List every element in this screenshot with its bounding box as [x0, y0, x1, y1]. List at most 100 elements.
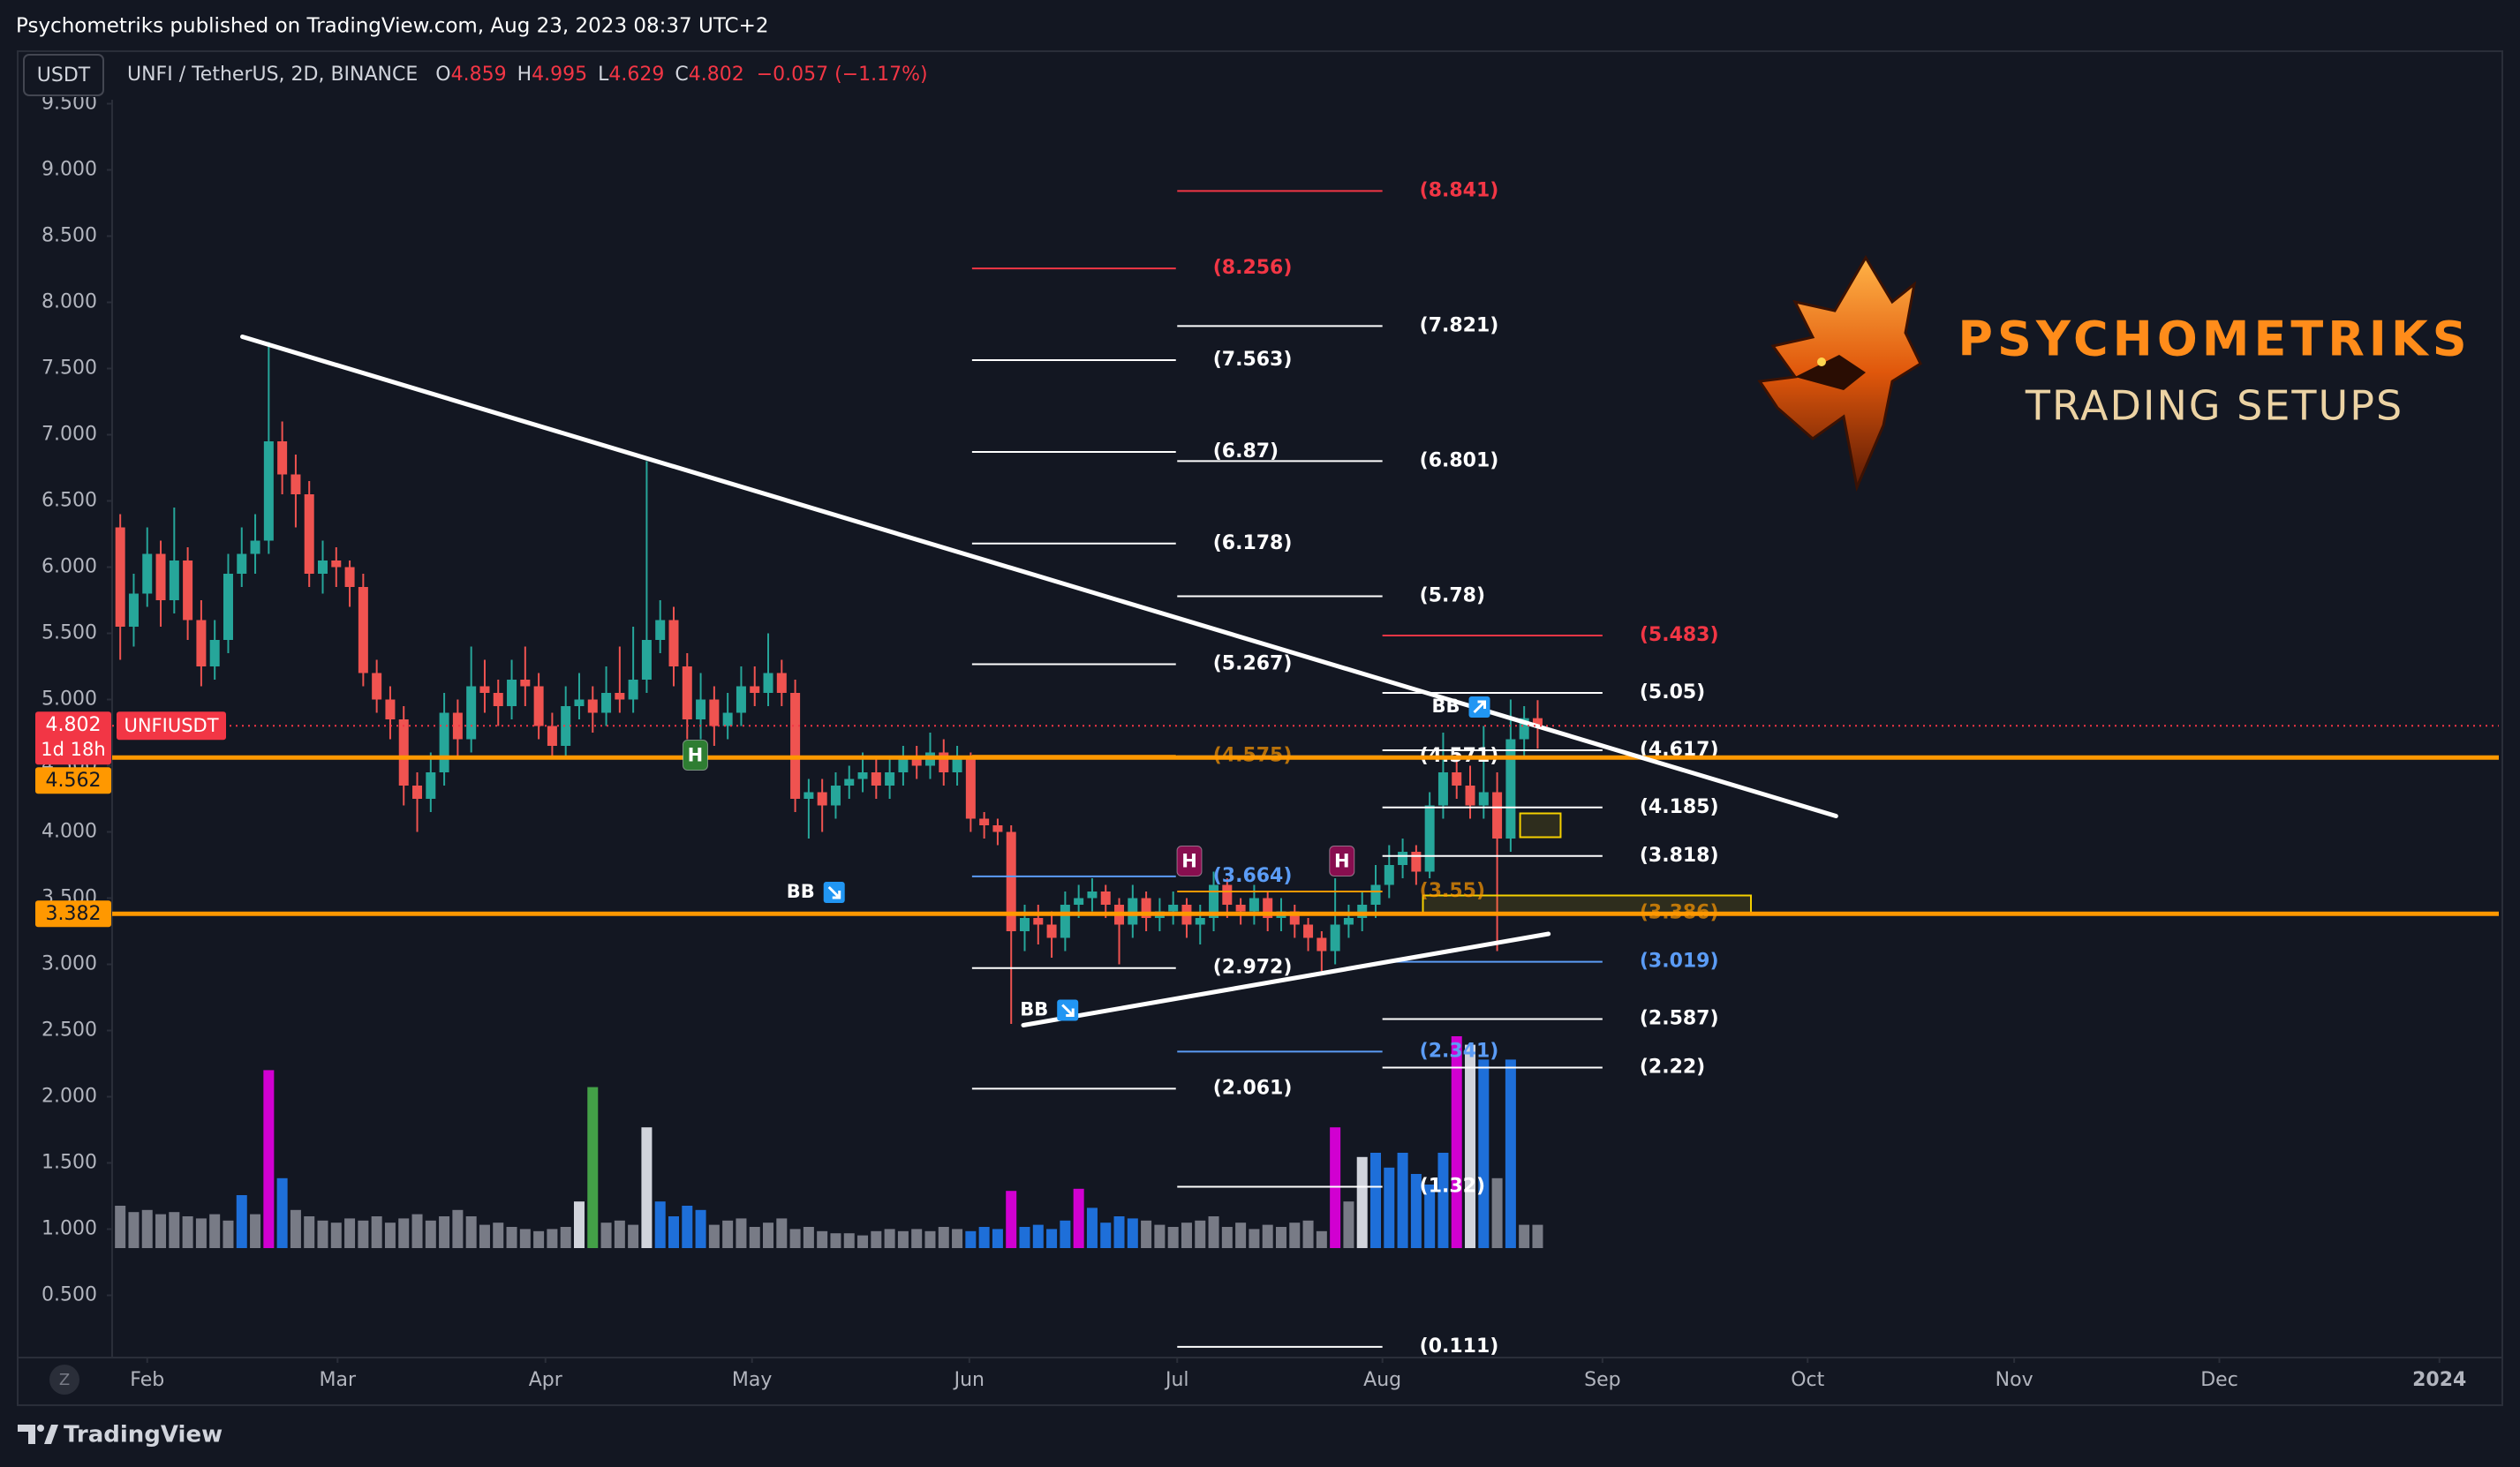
- volume-bar: [1316, 1230, 1327, 1248]
- volume-bar: [439, 1216, 450, 1248]
- volume-bar: [1208, 1216, 1219, 1248]
- volume-bar: [695, 1209, 706, 1248]
- candle-body: [628, 680, 638, 700]
- currency-button[interactable]: [23, 54, 104, 96]
- volume-bar: [1384, 1167, 1395, 1248]
- fib-label: (7.563): [1213, 349, 1293, 371]
- plot-area: (8.256)(7.563)(6.87)(6.178)(5.267)(4.575…: [112, 179, 2499, 1358]
- x-tick-label: Feb: [130, 1369, 164, 1391]
- volume-bar: [749, 1227, 760, 1248]
- candle-body: [1046, 924, 1057, 938]
- candle-body: [223, 574, 233, 640]
- fib-label: (5.267): [1213, 652, 1293, 674]
- candle-body: [479, 686, 490, 693]
- candle-body: [237, 553, 247, 574]
- volume-bar: [1451, 1036, 1462, 1248]
- volume-bar: [128, 1212, 140, 1248]
- volume-bar: [1127, 1218, 1138, 1248]
- candle-body: [1492, 792, 1503, 839]
- volume-bar: [789, 1229, 801, 1248]
- candle-body: [507, 680, 517, 706]
- volume-bar: [169, 1212, 180, 1248]
- fib-label: (6.178): [1213, 532, 1293, 554]
- candle-body: [452, 712, 463, 740]
- y-tick-label: 7.000: [41, 424, 97, 446]
- candle-body: [1006, 831, 1016, 931]
- volume-bar: [911, 1229, 923, 1248]
- candle-body: [1411, 852, 1422, 872]
- candle-body: [1263, 898, 1273, 918]
- signal-text: BB: [787, 881, 815, 902]
- level-price-box: [35, 900, 111, 928]
- y-tick-label: 8.000: [41, 291, 97, 313]
- volume-bar: [587, 1087, 599, 1248]
- volume-bar: [1478, 1059, 1490, 1248]
- volume-bar: [1424, 1185, 1436, 1248]
- zoom-button[interactable]: [49, 1365, 79, 1395]
- volume-bar: [978, 1227, 990, 1248]
- volume-bar: [614, 1220, 625, 1248]
- candle-body: [844, 779, 855, 786]
- volume-bar: [1330, 1127, 1341, 1248]
- ohlc-letter: O: [435, 64, 450, 86]
- currency-label: USDT: [37, 64, 91, 87]
- volume-bar: [1275, 1227, 1286, 1248]
- x-tick-label: Jun: [953, 1369, 985, 1391]
- y-tick-label: 2.500: [41, 1019, 97, 1042]
- ohlc-letter: L: [598, 64, 609, 86]
- fib-label: (2.341): [1420, 1040, 1499, 1062]
- candle-body: [668, 620, 679, 666]
- y-tick-label: 2.000: [41, 1086, 97, 1108]
- volume-bar: [371, 1216, 382, 1248]
- volume-bar: [1262, 1224, 1273, 1248]
- countdown-label: 1d 18h: [41, 739, 105, 760]
- volume-bar: [1370, 1153, 1381, 1248]
- candle-body: [871, 772, 881, 786]
- volume-bar: [1046, 1229, 1058, 1248]
- candle-body: [1087, 891, 1098, 899]
- volume-bar: [1195, 1220, 1206, 1248]
- volume-bar: [1113, 1216, 1125, 1248]
- fib-label: (5.78): [1420, 585, 1485, 607]
- ohlc-value: 4.802: [689, 64, 744, 86]
- candle-body: [1357, 905, 1368, 918]
- volume-bar: [209, 1214, 221, 1248]
- candle-body: [115, 527, 125, 627]
- candle-body: [318, 560, 328, 574]
- volume-bar: [411, 1214, 423, 1248]
- volume-bar: [1086, 1207, 1098, 1248]
- candle-body: [1303, 924, 1314, 938]
- fib-label: (5.05): [1640, 681, 1705, 703]
- candle-body: [587, 699, 598, 713]
- dragon-logo: [1757, 255, 1922, 493]
- volume-bar: [736, 1218, 747, 1248]
- y-tick-label: 4.000: [41, 821, 97, 843]
- signal-arrow: [1061, 1004, 1075, 1017]
- volume-bar: [1437, 1153, 1449, 1248]
- candle-body: [682, 666, 692, 719]
- candle-body: [1060, 905, 1070, 938]
- candle-body: [911, 759, 922, 766]
- volume-bar: [398, 1218, 410, 1248]
- volume-bar: [1302, 1220, 1314, 1248]
- volume-bar: [830, 1233, 841, 1248]
- candle-body: [372, 673, 382, 700]
- fib-label: (2.587): [1640, 1007, 1719, 1029]
- volume-bar: [1006, 1191, 1017, 1248]
- volume-bar: [1167, 1227, 1179, 1248]
- volume-bar: [479, 1224, 490, 1248]
- candle-body: [331, 560, 342, 568]
- candle-body: [979, 818, 990, 825]
- candle-body: [1141, 898, 1151, 918]
- y-tick-label: 6.500: [41, 490, 97, 512]
- volume-bar: [425, 1220, 436, 1248]
- volume-bar: [358, 1220, 369, 1248]
- candle-body: [1465, 786, 1475, 806]
- candle-body: [817, 792, 827, 806]
- candle-body: [857, 772, 868, 779]
- volume-bar: [344, 1218, 356, 1248]
- fib-label: (3.019): [1640, 951, 1719, 973]
- candle-body: [466, 686, 477, 740]
- volume-bar: [1060, 1220, 1071, 1248]
